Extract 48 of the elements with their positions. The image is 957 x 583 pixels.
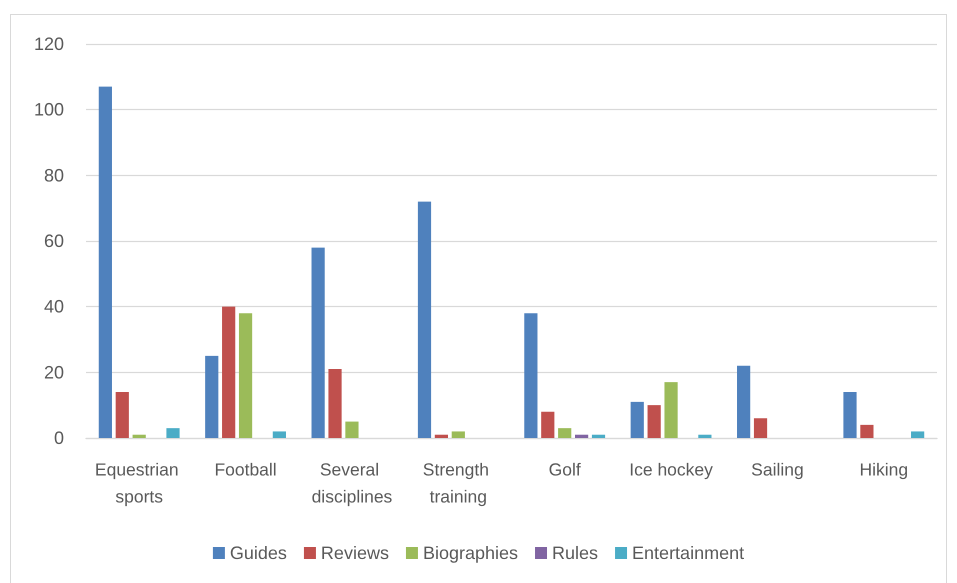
bar xyxy=(345,422,359,438)
x-tick-label: Equestrian sports xyxy=(94,460,184,506)
bar xyxy=(843,392,857,438)
bar xyxy=(272,431,286,438)
bar xyxy=(558,428,572,438)
bar xyxy=(166,428,180,438)
y-tick-label: 120 xyxy=(34,34,64,54)
bar xyxy=(911,431,924,438)
bar xyxy=(132,434,146,438)
bar xyxy=(238,313,252,438)
bar xyxy=(418,202,432,438)
bar xyxy=(860,424,874,438)
bar xyxy=(328,369,342,438)
x-tick-label: Golf xyxy=(548,460,581,480)
bar xyxy=(592,434,606,438)
x-tick-label: Ice hockey xyxy=(629,460,714,480)
y-tick-label: 40 xyxy=(44,296,64,317)
x-tick-label: Hiking xyxy=(859,460,908,480)
x-tick-label: Football xyxy=(214,460,277,480)
bar xyxy=(434,434,448,438)
bar xyxy=(222,306,236,438)
bar xyxy=(205,356,218,438)
y-tick-label: 100 xyxy=(34,100,64,120)
bar xyxy=(541,412,554,438)
legend-label: Guides xyxy=(230,543,287,563)
bar xyxy=(737,366,750,438)
bar xyxy=(664,382,678,438)
legend-label: Rules xyxy=(552,543,598,563)
bar xyxy=(98,86,112,438)
legend-label: Entertainment xyxy=(632,543,744,563)
bar xyxy=(116,392,129,438)
y-tick-label: 80 xyxy=(44,165,64,186)
y-tick-label: 60 xyxy=(44,231,64,251)
bar xyxy=(754,418,768,438)
bar xyxy=(648,405,661,438)
bar xyxy=(452,431,465,438)
bar xyxy=(698,434,712,438)
x-tick-label: Several disciplines xyxy=(312,460,393,506)
x-tick-label: Sailing xyxy=(751,460,804,480)
bar xyxy=(524,313,538,438)
bar xyxy=(630,402,644,438)
y-tick-label: 0 xyxy=(54,428,64,448)
y-tick-label: 20 xyxy=(44,362,64,382)
bar xyxy=(574,434,588,438)
bar xyxy=(312,248,325,438)
legend-label: Reviews xyxy=(320,543,389,563)
x-tick-label: Strength training xyxy=(422,460,494,506)
legend-label: Biographies xyxy=(422,543,518,563)
